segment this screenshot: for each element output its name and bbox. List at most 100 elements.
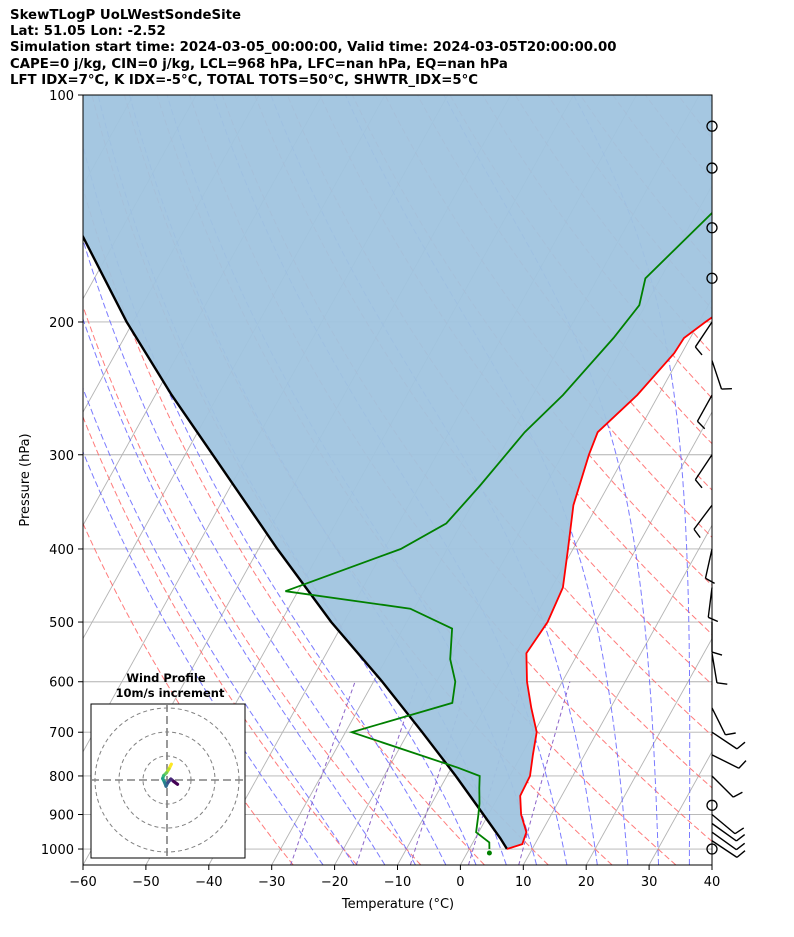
title-block: SkewTLogP UoLWestSondeSite Lat: 51.05 Lo… [10, 8, 780, 89]
calm-wind-circle [706, 120, 718, 132]
surface-dewpoint-marker [486, 850, 492, 856]
wind-barb-staff [693, 504, 713, 530]
wind-barb-staff [696, 394, 713, 422]
isotherm-20 [585, 637, 712, 865]
isotherm-40 [711, 864, 712, 865]
dry-adiabat [83, 186, 485, 865]
y-axis-label: Pressure (hPa) [18, 433, 33, 526]
wind-barb-staff [711, 707, 727, 736]
y-tick-label: 600 [49, 676, 74, 691]
x-tick-label: 40 [704, 875, 721, 890]
y-tick-label: 300 [49, 449, 74, 464]
wind-barbs [693, 120, 747, 858]
wind-barb-flag [734, 827, 745, 835]
moist-adiabat [83, 317, 386, 865]
calm-wind-circle [706, 222, 718, 234]
x-tick-label: 30 [641, 875, 658, 890]
wind-barb-flag [694, 479, 703, 489]
x-tick-label: 20 [578, 875, 595, 890]
wind-barb-staff [711, 822, 737, 842]
calm-wind-circle [706, 272, 718, 284]
wind-barb-flag [725, 732, 736, 736]
title-line-convective: CAPE=0 j/kg, CIN=0 j/kg, LCL=968 hPa, LF… [10, 56, 508, 72]
wind-profile-inset: Wind Profile 10m/s increment [90, 671, 246, 859]
x-axis-label: Temperature (°C) [341, 897, 454, 912]
isotherm--140 [0, 95, 8, 865]
x-tick-label: −20 [321, 875, 348, 890]
isotherm-10 [522, 524, 712, 865]
dry-adiabat [710, 95, 712, 98]
y-tick-label: 1000 [41, 843, 74, 858]
inset-title: Wind Profile [126, 671, 206, 685]
temperature-profile-line [506, 316, 712, 850]
moist-adiabat [270, 95, 598, 865]
x-tick-label: −10 [384, 875, 411, 890]
moist-adiabat [708, 95, 712, 111]
dry-adiabat [83, 415, 358, 865]
moist-adiabat [83, 238, 416, 865]
wind-barb-flag [735, 842, 746, 851]
y-tick-label: 100 [49, 89, 74, 104]
dry-adiabat [83, 522, 294, 865]
moist-adiabat [83, 386, 355, 865]
moist-adiabat [83, 450, 324, 865]
isotherm--130 [0, 95, 70, 865]
dry-adiabat [416, 95, 712, 491]
x-tick-label: 10 [515, 875, 532, 890]
plot-area [0, 95, 712, 865]
wind-barb-staff [694, 454, 713, 481]
wind-barb-flag [711, 651, 723, 656]
wind-barb-flag [694, 346, 703, 356]
wind-barb-flag [693, 528, 701, 539]
wind-barb-flag [736, 741, 746, 750]
title-line-indices: LFT IDX=7°C, K IDX=-5°C, TOTAL TOTS=50°C… [10, 72, 479, 88]
wind-barb-staff [711, 840, 738, 858]
dry-adiabat [221, 95, 712, 789]
dewpoint-profile-line [285, 211, 712, 850]
wind-barb-staff [694, 321, 713, 348]
calm-wind-circle [706, 843, 718, 855]
wind-barb-staff [711, 731, 738, 750]
inset-subtitle: 10m/s increment [116, 686, 225, 700]
dry-adiabat [83, 304, 422, 865]
y-tick-label: 700 [49, 726, 74, 741]
x-tick-label: −40 [195, 875, 222, 890]
wind-barb-staff [711, 831, 737, 851]
wind-barb-staff [711, 360, 723, 390]
wind-barb-flag [735, 833, 746, 842]
x-tick-label: −60 [69, 875, 96, 890]
hodograph-segment [172, 779, 180, 786]
wind-barb-staff [704, 548, 713, 579]
moist-adiabat [344, 95, 629, 865]
wind-barb-staff [711, 813, 736, 835]
y-tick-label: 800 [49, 770, 74, 785]
wind-barb-staff [707, 587, 713, 618]
calm-wind-circle [706, 162, 718, 174]
moist-adiabat [83, 144, 447, 865]
wind-barb-flag [732, 791, 743, 798]
wind-barb-flag [707, 616, 719, 623]
wind-barb-flag [705, 577, 715, 584]
wind-barb-staff [711, 754, 740, 769]
cin-shaded-area [83, 95, 712, 849]
y-tick-label: 900 [49, 809, 74, 824]
moist-adiabat [573, 95, 691, 865]
y-tick-label: 500 [49, 616, 74, 631]
wind-barb-flag [716, 682, 728, 685]
wind-barb-staff [711, 653, 718, 683]
calm-wind-circle [706, 799, 718, 811]
title-line-location: Lat: 51.05 Lon: -2.52 [10, 24, 166, 40]
title-line-station: SkewTLogP UoLWestSondeSite [10, 8, 242, 23]
parcel-profile-line [83, 234, 509, 850]
axes: −60 −50 −40 −30 −20 −10 0 10 20 30 40 100 200 300 400 5… [41, 89, 720, 890]
mixing-ratio-line [518, 681, 571, 865]
wind-barb-staff [711, 775, 734, 798]
y-tick-label: 200 [49, 316, 74, 331]
x-tick-label: 0 [456, 875, 464, 890]
title-line-times: Simulation start time: 2024-03-05_00:00:… [10, 40, 617, 56]
x-tick-label: −50 [132, 875, 159, 890]
wind-barb-flag [738, 760, 747, 769]
x-tick-label: −30 [258, 875, 285, 890]
y-tick-label: 400 [49, 543, 74, 558]
